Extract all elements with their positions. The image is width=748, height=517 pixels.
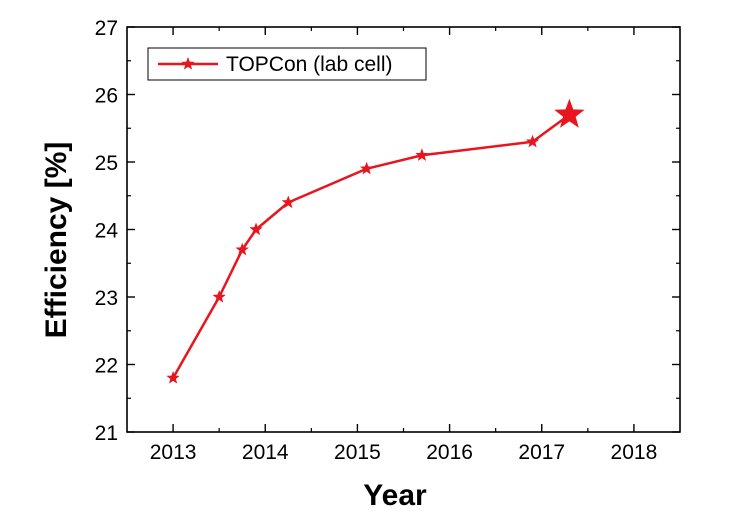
- legend: TOPCon (lab cell): [147, 47, 427, 81]
- data-point-star: [235, 242, 249, 256]
- x-tick-label: 2014: [242, 441, 289, 464]
- data-point-star: [249, 222, 263, 236]
- x-tick-label: 2013: [150, 441, 197, 464]
- y-tick-label: 25: [95, 152, 118, 175]
- x-axis-title: Year: [363, 479, 427, 512]
- data-point-star: [166, 371, 180, 384]
- highlight-star-marker: [554, 98, 585, 128]
- legend-star-marker: [181, 57, 195, 70]
- y-tick-label: 23: [95, 287, 118, 310]
- y-axis-title: Efficiency [%]: [40, 142, 73, 339]
- y-tick-label: 27: [95, 17, 118, 40]
- plot-area: [126, 26, 681, 433]
- legend-star: [181, 57, 195, 70]
- series-line: [171, 113, 571, 379]
- x-axis-ticks: 2013 2014 2015 2016 2017 2018: [150, 27, 658, 464]
- y-tick-label: 22: [95, 355, 118, 378]
- x-tick-label: 2015: [334, 441, 381, 464]
- data-point-star: [359, 161, 374, 175]
- x-tick-label: 2017: [518, 441, 565, 464]
- data-point-star: [525, 134, 540, 148]
- y-tick-label: 24: [95, 220, 119, 243]
- data-point-star: [212, 290, 226, 303]
- y-tick-label: 26: [95, 85, 118, 108]
- plot-frame: [126, 26, 681, 433]
- y-axis-ticks: 21 22 23 24 25 26 27: [95, 17, 680, 445]
- x-tick-label: 2016: [426, 441, 473, 464]
- series-layer: [166, 98, 585, 384]
- y-tick-label: 21: [95, 422, 118, 445]
- x-tick-label: 2018: [611, 441, 658, 464]
- data-point-star: [281, 195, 295, 209]
- data-point-star: [415, 148, 429, 161]
- legend-label: TOPCon (lab cell): [226, 53, 393, 76]
